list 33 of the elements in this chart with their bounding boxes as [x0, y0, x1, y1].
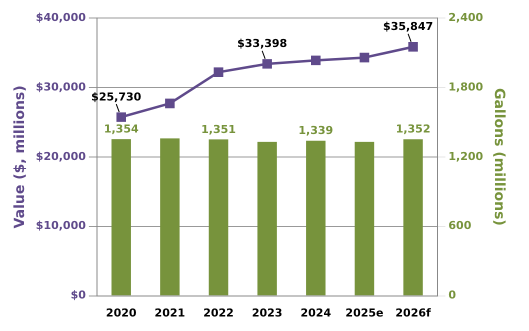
point [165, 98, 175, 108]
point [360, 52, 370, 62]
x-tick-label: 2024 [300, 306, 332, 320]
y2-axis-title: Gallons (millions) [490, 88, 507, 226]
data-label: 1,352 [396, 122, 430, 136]
y-tick-label: $10,000 [36, 219, 86, 232]
y2-tick-label: 0 [448, 288, 456, 302]
y-tick-label: $0 [70, 288, 86, 302]
point [116, 112, 126, 122]
point [311, 56, 321, 66]
y-tick-label: $40,000 [36, 10, 86, 24]
x-tick-label: 2025e [345, 306, 384, 320]
point [214, 67, 224, 77]
y2-tick-label: 1,200 [448, 150, 484, 163]
y2-tick-label: 2,400 [448, 10, 484, 24]
x-tick-label: 2022 [203, 306, 234, 320]
data-label: $35,847 [383, 20, 434, 34]
data-label: 1,339 [298, 124, 334, 138]
y-tick-label: $30,000 [36, 80, 86, 94]
x-tick-label: 2026f [395, 306, 431, 320]
data-label: $25,730 [91, 90, 142, 104]
y2-tick-label: 1,800 [448, 80, 484, 94]
x-tick-label: 2021 [154, 306, 186, 320]
point [408, 42, 418, 52]
y2-tick-label: 600 [448, 219, 472, 232]
data-label: $33,398 [237, 37, 288, 50]
x-tick-label: 2020 [106, 306, 137, 320]
y-tick-label: $20,000 [36, 150, 86, 163]
data-label: 1,354 [104, 122, 139, 136]
x-tick-label: 2023 [252, 306, 282, 320]
y-axis-title: Value ($, millions) [12, 85, 28, 228]
point [262, 59, 272, 69]
data-label: 1,351 [201, 122, 236, 136]
